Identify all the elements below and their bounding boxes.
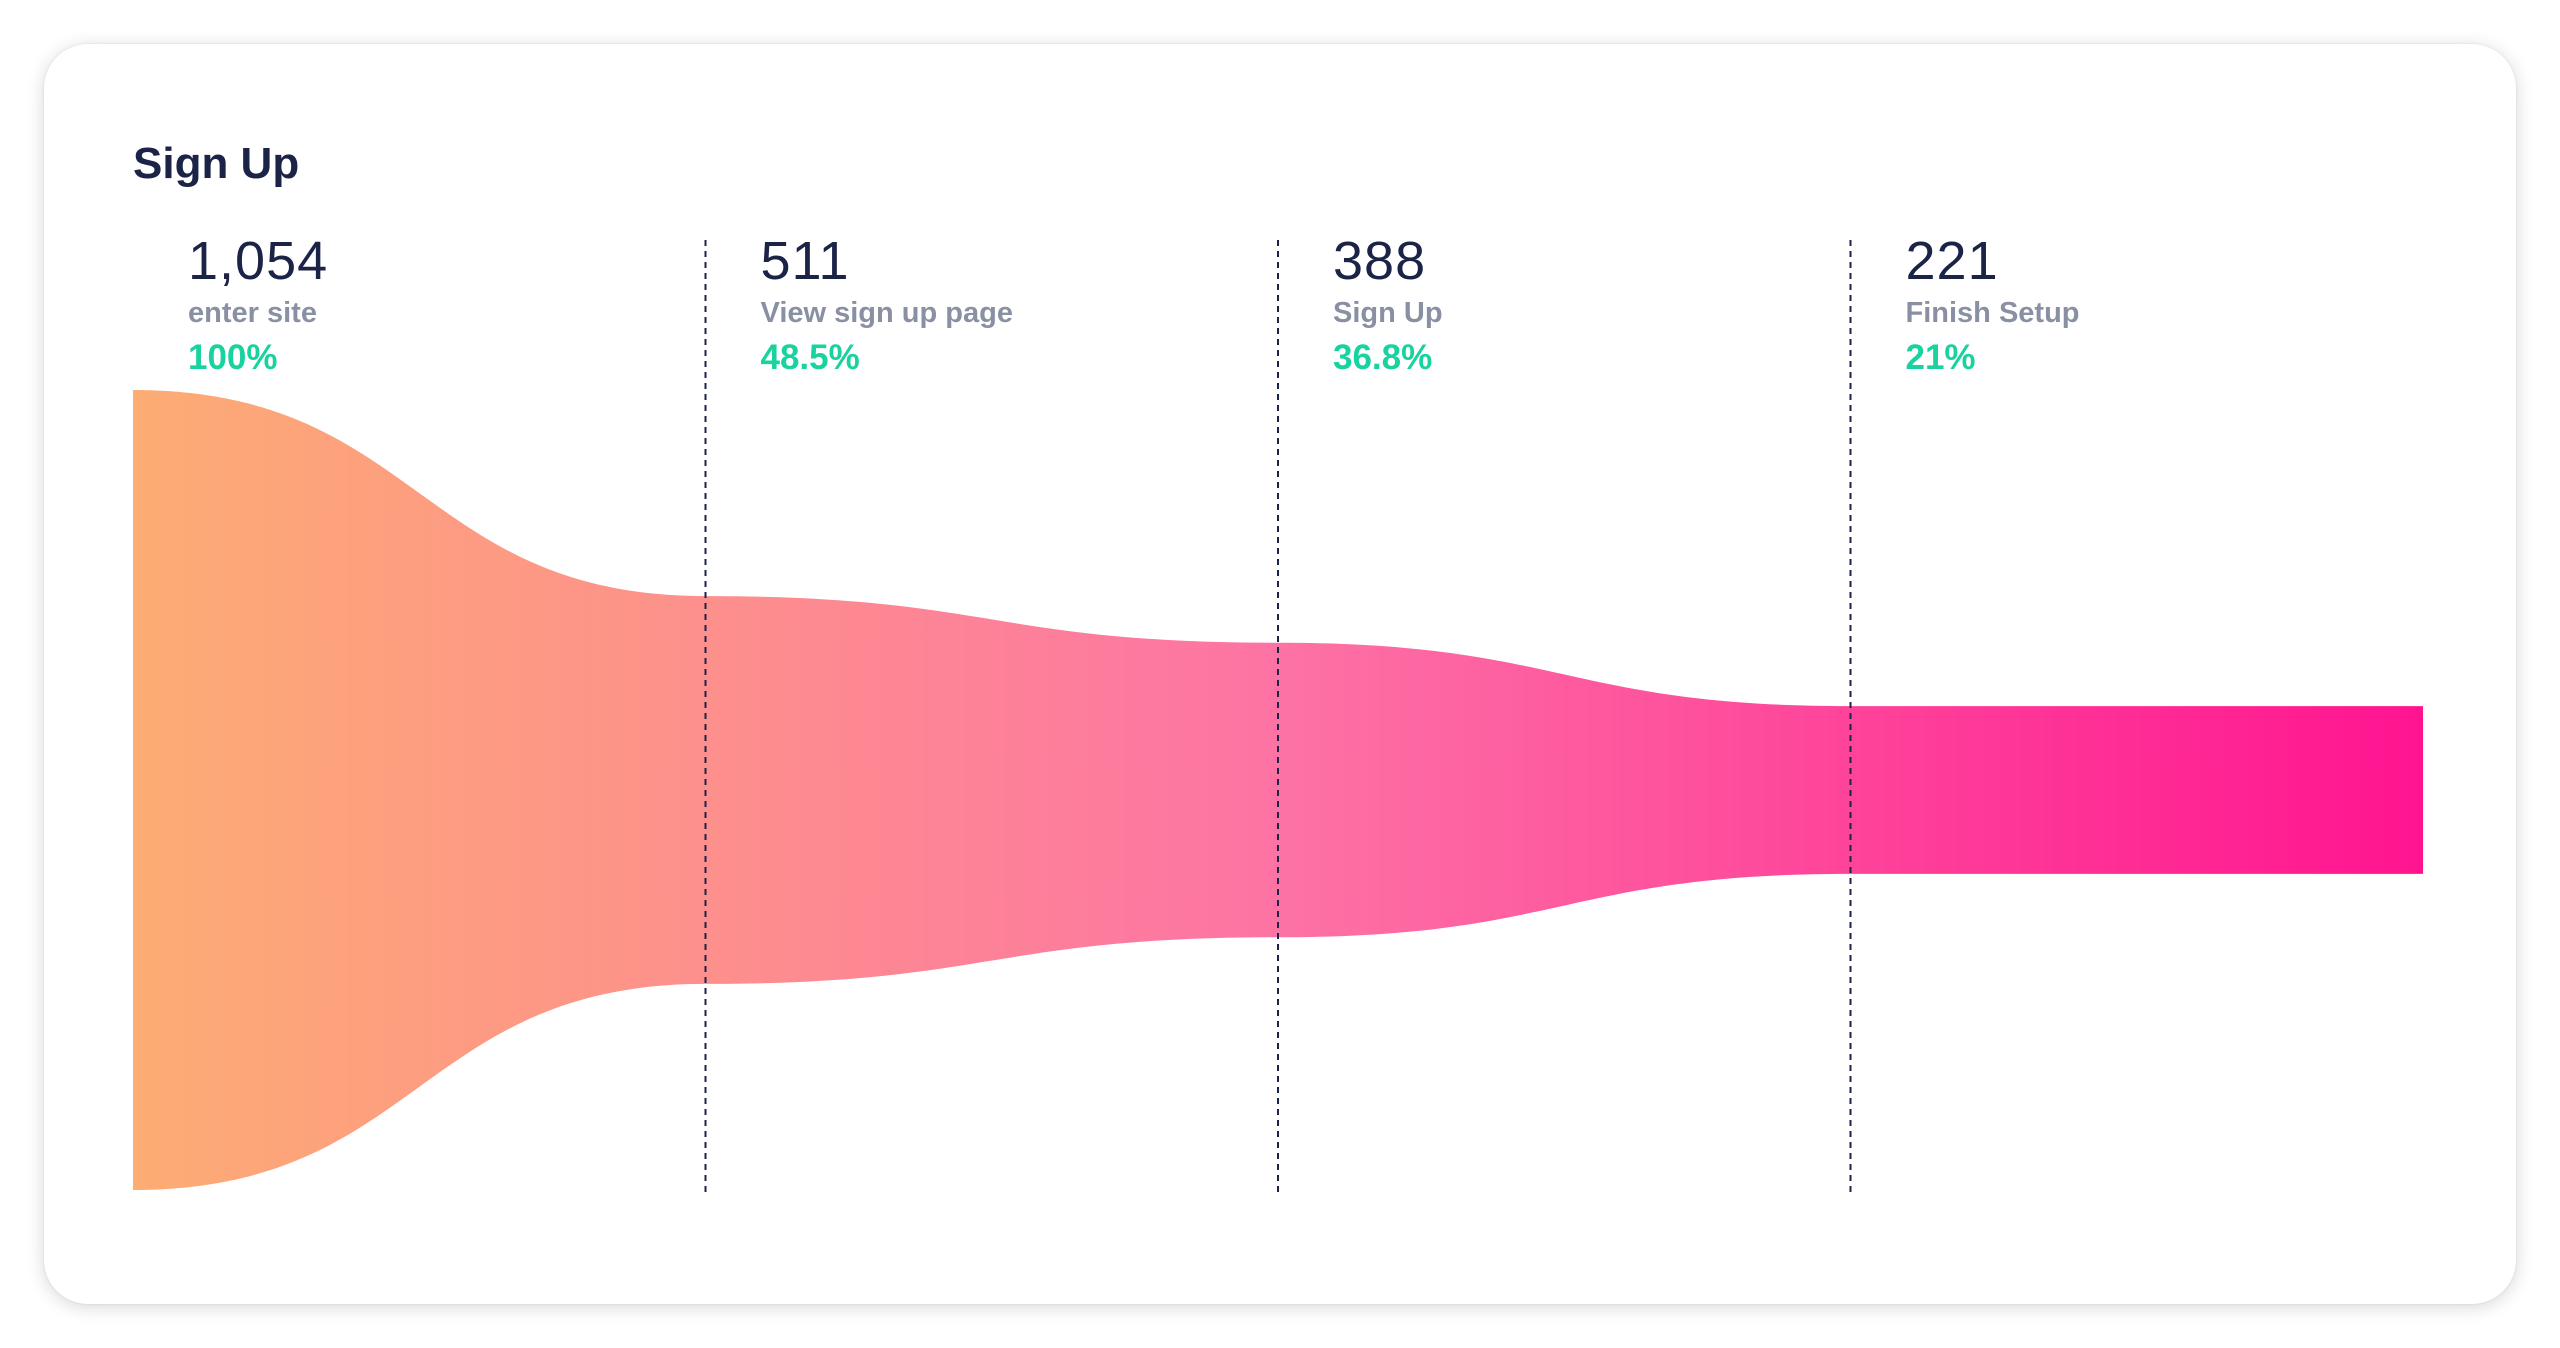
stage-percent: 48.5% [760,338,860,377]
stage-enter-site: 1,054 enter site 100% [188,228,328,382]
chart-title: Sign Up [133,139,300,188]
stage-count: 221 [1905,231,1999,291]
stage-label: View sign up page [760,297,1013,329]
stage-sign-up: 388 Sign Up 36.8% [1333,228,1443,382]
stage-percent: 36.8% [1333,338,1433,377]
stage-percent: 21% [1905,338,1976,377]
stage-label: Finish Setup [1905,297,2080,329]
stage-view-sign-up-page: 511 View sign up page 48.5% [761,228,1013,382]
stage-label: enter site [188,297,317,329]
stage-finish-setup: 221 Finish Setup 21% [1906,228,2080,382]
stage-label: Sign Up [1333,297,1443,329]
stage-count: 388 [1333,231,1427,291]
stage-count: 1,054 [188,231,329,291]
stage-percent: 100% [188,338,278,377]
stage-count: 511 [760,231,850,291]
